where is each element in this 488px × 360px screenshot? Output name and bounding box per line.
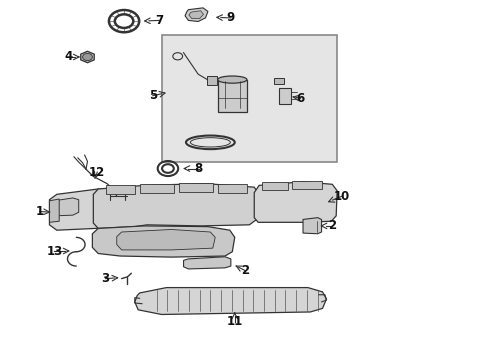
Bar (261, 182, 288, 190)
Bar (140, 184, 173, 193)
Text: 9: 9 (226, 12, 235, 24)
Bar (161, 35, 336, 162)
Polygon shape (49, 199, 59, 222)
Bar (206, 76, 216, 85)
Polygon shape (81, 51, 94, 63)
Text: 13: 13 (46, 244, 62, 257)
Text: 8: 8 (194, 162, 203, 175)
Polygon shape (117, 229, 215, 250)
Text: 11: 11 (226, 315, 243, 328)
Text: 2: 2 (327, 219, 336, 233)
Text: 12: 12 (89, 166, 105, 179)
Ellipse shape (217, 76, 246, 83)
Bar (217, 184, 246, 193)
Polygon shape (49, 189, 144, 230)
Polygon shape (93, 184, 259, 228)
Bar (105, 185, 135, 194)
Text: 10: 10 (333, 190, 349, 203)
Polygon shape (135, 288, 326, 315)
Text: 4: 4 (65, 50, 73, 63)
Polygon shape (254, 182, 336, 222)
Text: 2: 2 (241, 264, 249, 277)
Bar (217, 80, 246, 112)
Polygon shape (184, 8, 207, 22)
Text: 5: 5 (148, 89, 157, 102)
Polygon shape (92, 226, 234, 257)
Polygon shape (183, 257, 230, 269)
Text: 1: 1 (36, 205, 44, 218)
Circle shape (82, 53, 92, 60)
Polygon shape (188, 11, 203, 19)
Text: 7: 7 (155, 14, 163, 27)
Text: 3: 3 (102, 272, 109, 285)
Bar (273, 78, 283, 84)
Text: 6: 6 (296, 92, 304, 105)
Bar (178, 183, 212, 192)
Bar (278, 88, 290, 104)
Bar (292, 181, 321, 189)
Polygon shape (303, 218, 321, 234)
Polygon shape (54, 198, 79, 216)
